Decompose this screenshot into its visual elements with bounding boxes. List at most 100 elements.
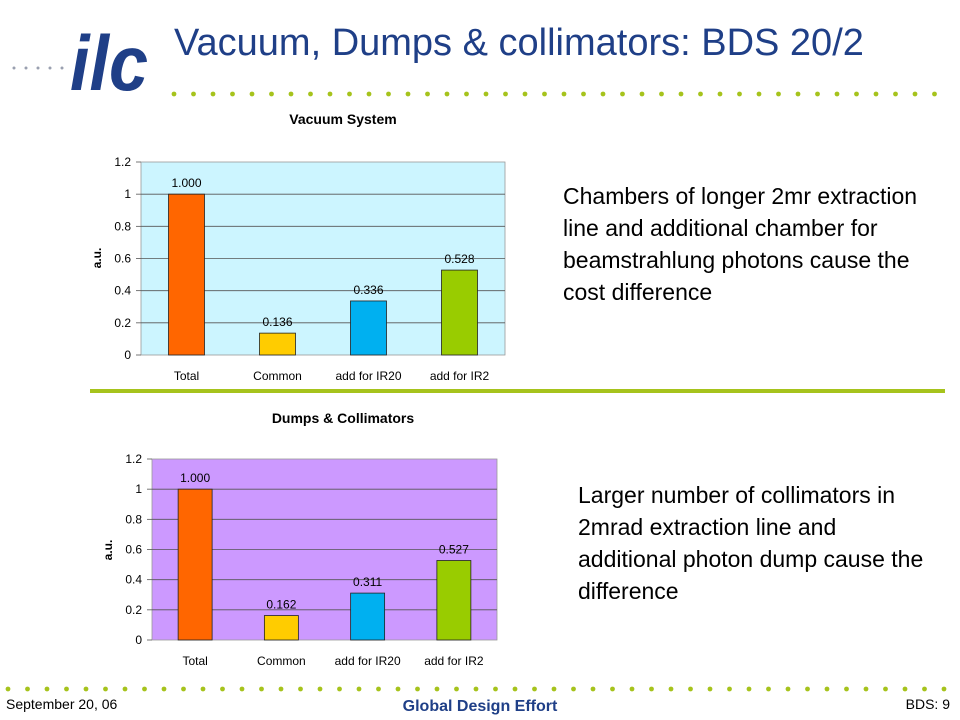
footer-date: September 20, 06 [6,696,118,712]
footer-center-title: Global Design Effort [402,698,558,715]
rule-dot [142,686,147,692]
rule-dot [737,91,742,97]
rule-dot [932,91,937,97]
rule-dot [191,91,196,97]
rule-dot [649,686,654,692]
rule-dot [210,91,216,97]
vacuum-note: Chambers of longer 2mr extraction line a… [563,183,918,305]
chart1-category-label: add for IR2 [430,369,490,383]
chart1-data-label: 0.136 [262,315,292,329]
rule-dot [317,686,323,692]
rule-dot [717,91,723,97]
rule-dot [434,686,440,692]
rule-dot [639,91,645,97]
rule-dot [912,91,918,97]
rule-dot [922,686,927,692]
rule-dot [269,91,274,97]
title-dotted-rule [171,91,937,97]
rule-dot [259,686,264,692]
rule-dot [522,91,528,97]
chart2-ytick-label: 0.2 [125,603,142,617]
rule-dot [727,686,732,692]
rule-dot [493,686,498,692]
rule-dot [659,91,664,97]
rule-dot [483,91,489,97]
rule-dot [395,686,401,692]
rule-dot [785,686,791,692]
rule-dot [883,686,888,692]
rule-dot [161,686,167,692]
chart2-ytick-label: 0.4 [125,573,142,587]
rule-dot [376,686,381,692]
rule-dot [571,686,576,692]
rule-dot [844,686,849,692]
rule-dot [347,91,352,97]
rule-dot [249,91,255,97]
chart1-data-label: 0.336 [353,283,383,297]
chart2-ytick-label: 1 [135,482,142,496]
chart1-category-label: add for IR20 [335,369,401,383]
chart1-ytick-label: 0.4 [114,284,131,298]
rule-dot [464,91,469,97]
rule-dot [620,91,625,97]
rule-dot [473,686,479,692]
chart2-data-label: 0.162 [266,598,296,612]
rule-dot [366,91,372,97]
rule-dot [103,686,108,692]
rule-dot [824,686,830,692]
chart2-plot-area [151,458,498,641]
rule-dot [444,91,450,97]
chart2-category-label: add for IR20 [335,654,401,668]
rule-dot [678,91,684,97]
chart1-title: Vacuum System [289,111,396,127]
chart2-bar [177,488,213,641]
chart2-ytick-label: 0.6 [125,543,142,557]
chart2-ylabel: a.u. [101,540,115,561]
rule-dot [230,91,235,97]
dumps-note: Larger number of collimators in 2mrad ex… [578,482,924,604]
chart1-ytick-label: 0 [124,348,131,362]
rule-dot [512,686,518,692]
rule-dot [776,91,781,97]
ilc-logo: ilc [12,19,148,98]
chart2-category-label: Common [257,654,306,668]
slide-title: Vacuum, Dumps & collimators: BDS 20/2 [174,22,864,64]
chart2-category-label: add for IR2 [424,654,484,668]
chart2-data-label: 0.311 [353,575,382,589]
rule-dot [834,91,840,97]
logo-dots [12,66,64,70]
rule-dot [454,686,459,692]
rule-dot [854,91,859,97]
rule-dot [308,91,313,97]
chart2-data-label: 0.527 [439,543,469,557]
rule-dot [386,91,391,97]
chart2-bar [350,592,386,641]
chart2-ytick-label: 0 [135,633,142,647]
rule-dot [805,686,810,692]
rule-dot [337,686,342,692]
rule-dot [200,686,206,692]
chart1-ytick-label: 1.2 [114,155,131,169]
chart2-data-label: 1.000 [180,471,210,485]
rule-dot [590,686,596,692]
chart1-plot-area [140,161,506,356]
rule-dot [893,91,898,97]
chart2-ytick-label: 0.8 [125,512,142,526]
rule-dot [181,686,186,692]
rule-dot [278,686,284,692]
rule-dot [239,686,245,692]
rule-dot [766,686,771,692]
rule-dot [863,686,869,692]
rule-dot [698,91,703,97]
rule-dot [405,91,411,97]
rule-dot [561,91,567,97]
rule-dot [298,686,303,692]
rule-dot [746,686,752,692]
rule-dot [941,686,947,692]
rule-dot [756,91,762,97]
chart1-ytick-label: 0.8 [114,219,131,233]
rule-dot [171,91,177,97]
rule-dot [707,686,713,692]
rule-dot [610,686,615,692]
